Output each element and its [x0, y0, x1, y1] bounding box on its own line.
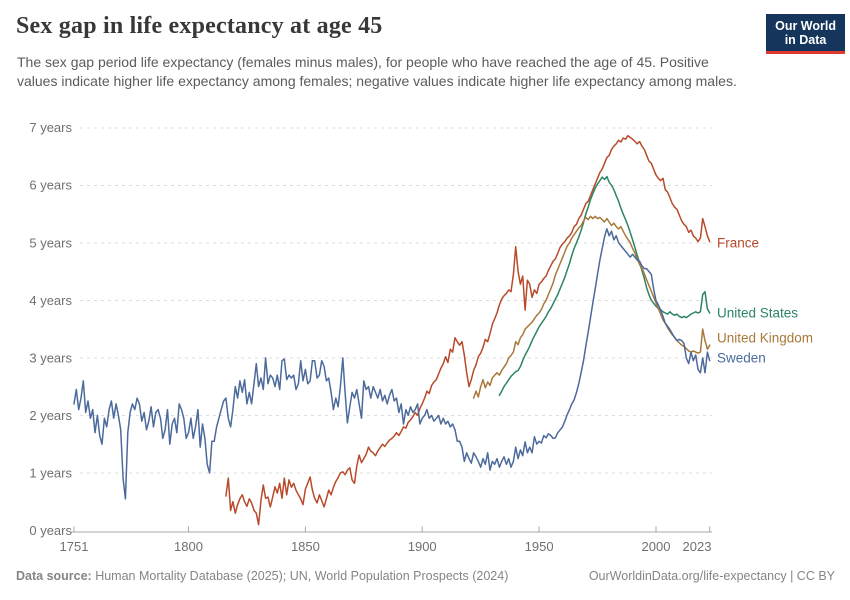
y-tick-5-years: 5 years	[29, 235, 72, 250]
chart-footer: Data source: Human Mortality Database (2…	[16, 569, 835, 583]
y-tick-2-years: 2 years	[29, 408, 72, 423]
owid-logo-line2: in Data	[784, 33, 827, 47]
line-france[interactable]	[225, 134, 711, 526]
series-label-united-states[interactable]: United States	[717, 306, 798, 321]
series-label-united-kingdom[interactable]: United Kingdom	[717, 331, 813, 346]
x-tick-1751: 1751	[60, 539, 89, 554]
y-tick-3-years: 3 years	[29, 350, 72, 365]
y-tick-6-years: 6 years	[29, 178, 72, 193]
y-tick-0-years: 0 years	[29, 523, 72, 538]
x-axis-labels: 1751 1800 1850 1900 1950 2000 2023	[60, 539, 712, 554]
series-label-france[interactable]: France	[717, 236, 759, 251]
page-title: Sex gap in life expectancy at age 45	[16, 13, 383, 39]
series-lines	[73, 134, 711, 526]
y-tick-7-years: 7 years	[29, 120, 72, 135]
data-source-label: Data source:	[16, 569, 92, 583]
series-label-sweden[interactable]: Sweden	[717, 351, 766, 366]
x-tick-2023: 2023	[683, 539, 712, 554]
owid-logo[interactable]: Our World in Data	[766, 14, 845, 54]
gridlines	[80, 127, 712, 474]
line-united-states[interactable]	[498, 175, 711, 397]
line-united-kingdom[interactable]	[472, 215, 711, 399]
x-tick-1950: 1950	[525, 539, 554, 554]
x-axis	[70, 526, 712, 533]
owid-logo-line1: Our World	[775, 19, 836, 33]
chart-subtitle: The sex gap period life expectancy (fema…	[17, 54, 737, 89]
x-tick-1850: 1850	[291, 539, 320, 554]
series-labels: France United States United Kingdom Swed…	[717, 236, 813, 366]
y-tick-1-years: 1 years	[29, 466, 72, 481]
y-axis-labels: 0 years 1 years 2 years 3 years 4 years …	[29, 120, 72, 538]
line-sweden[interactable]	[73, 228, 711, 500]
x-tick-2000: 2000	[642, 539, 671, 554]
owid-license-link[interactable]: OurWorldinData.org/life-expectancy | CC …	[588, 569, 835, 583]
data-source-text: Data source: Human Mortality Database (2…	[16, 569, 509, 583]
y-tick-4-years: 4 years	[29, 293, 72, 308]
x-tick-1800: 1800	[174, 539, 203, 554]
x-tick-1900: 1900	[408, 539, 437, 554]
